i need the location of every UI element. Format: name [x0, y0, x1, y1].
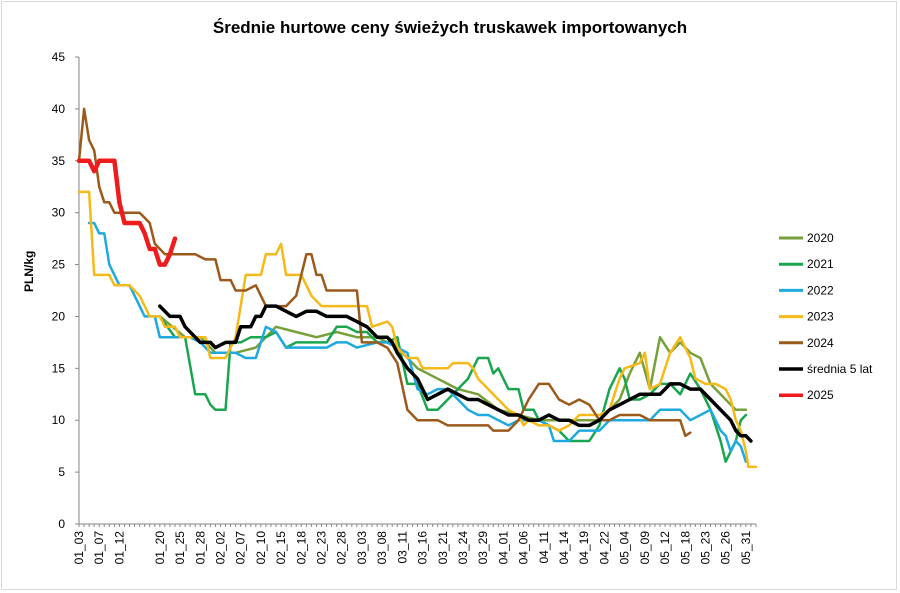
series-line-2020 — [158, 315, 748, 422]
y-tick-label: 35 — [52, 154, 66, 168]
x-tick-label: 03_16 — [416, 531, 430, 565]
x-tick-label: 03_08 — [375, 531, 389, 565]
x-tick-label: 05_18 — [678, 531, 692, 565]
series-line-średnia-5-lat — [158, 304, 753, 443]
y-tick-label: 30 — [52, 206, 66, 220]
y-tick-label: 15 — [52, 361, 66, 375]
series-line-2025 — [76, 158, 178, 267]
x-tick-label: 02_23 — [315, 531, 329, 565]
x-tick-label: 04_01 — [496, 531, 510, 565]
x-tick-label: 05_26 — [719, 531, 733, 565]
x-tick-label: 05_04 — [618, 531, 632, 565]
x-tick-label: 02_28 — [335, 531, 349, 565]
x-tick-label: 04_22 — [597, 531, 611, 565]
y-tick-label: 10 — [52, 413, 66, 427]
x-tick-label: 04_11 — [537, 531, 551, 564]
x-tick-label: 01_20 — [153, 531, 167, 565]
legend-label: 2025 — [807, 388, 834, 402]
x-tick-label: 05_09 — [638, 531, 652, 565]
x-tick-label: 04_06 — [517, 531, 531, 565]
x-tick-label: 02_18 — [294, 531, 308, 565]
x-tick-label: 01_25 — [173, 531, 187, 565]
series-line-2021 — [158, 315, 748, 463]
legend-label: 2020 — [807, 231, 834, 245]
x-tick-label: 04_14 — [557, 531, 571, 565]
x-tick-label: 03_21 — [436, 531, 450, 565]
x-tick-label: 01_03 — [72, 531, 86, 565]
legend-label: 2023 — [807, 310, 834, 324]
x-tick-label: 05_31 — [739, 531, 753, 565]
legend-label: 2022 — [807, 283, 834, 297]
x-tick-label: 02_10 — [254, 531, 268, 565]
x-tick-label: 03_11 — [395, 531, 409, 564]
legend-label: 2021 — [807, 257, 834, 271]
y-tick-label: 40 — [52, 102, 66, 116]
x-tick-label: 02_15 — [274, 531, 288, 565]
x-tick-label: 04_19 — [577, 531, 591, 565]
x-tick-label: 03_03 — [355, 531, 369, 565]
series-line-2023 — [77, 190, 758, 469]
y-tick-label: 25 — [52, 258, 66, 272]
y-tick-label: 0 — [58, 517, 65, 531]
y-tick-label: 20 — [52, 309, 66, 323]
series-line-2024 — [77, 107, 692, 438]
chart-title: Średnie hurtowe ceny świeżych truskawek … — [212, 18, 688, 37]
series-line-2022 — [87, 221, 748, 463]
y-tick-label: 45 — [52, 50, 66, 64]
legend-label: 2024 — [807, 336, 834, 350]
x-tick-label: 01_12 — [112, 531, 126, 565]
x-tick-label: 03_24 — [456, 531, 470, 565]
legend-label: średnia 5 lat — [807, 362, 873, 376]
x-tick-label: 02_02 — [213, 531, 227, 565]
x-tick-label: 01_07 — [92, 531, 106, 565]
x-tick-label: 02_07 — [234, 531, 248, 565]
x-tick-label: 01_28 — [193, 531, 207, 565]
x-tick-label: 05_23 — [698, 531, 712, 565]
x-tick-label: 03_29 — [476, 531, 490, 565]
y-tick-label: 5 — [58, 465, 65, 479]
x-tick-label: 05_12 — [658, 531, 672, 565]
